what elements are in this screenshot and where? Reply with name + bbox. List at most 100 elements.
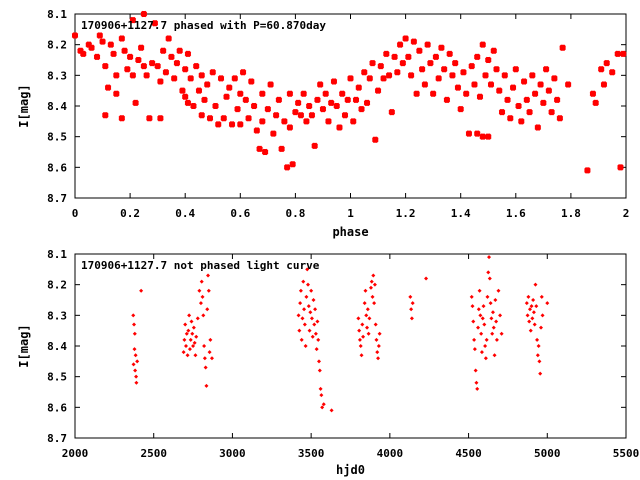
- x-tick-label: 5500: [613, 447, 640, 460]
- data-point: [402, 35, 409, 42]
- data-point: [538, 371, 543, 376]
- data-point: [494, 319, 499, 324]
- data-point: [168, 53, 175, 61]
- data-point: [181, 93, 189, 101]
- data-point: [173, 59, 181, 67]
- data-point: [355, 84, 363, 91]
- data-point: [309, 316, 314, 321]
- data-point: [195, 316, 200, 321]
- data-point: [490, 331, 495, 336]
- data-point: [531, 298, 536, 302]
- data-point: [181, 65, 189, 73]
- data-point: [527, 307, 532, 312]
- data-point: [418, 65, 426, 73]
- data-point: [336, 124, 343, 131]
- data-point: [553, 96, 561, 104]
- data-point: [556, 115, 564, 122]
- data-point: [347, 75, 354, 82]
- data-point: [315, 319, 320, 324]
- data-point: [376, 344, 381, 348]
- y-tick-label: 8.1: [47, 248, 67, 261]
- data-point: [478, 313, 483, 318]
- data-point: [317, 368, 322, 373]
- y-axis-label: I[mag]: [17, 324, 31, 367]
- data-point: [206, 115, 214, 122]
- data-point: [361, 69, 368, 76]
- data-point: [542, 65, 550, 73]
- data-point: [192, 340, 197, 345]
- data-point: [520, 78, 528, 85]
- data-point: [535, 353, 540, 358]
- data-point: [486, 270, 491, 275]
- data-point: [399, 59, 407, 67]
- data-point: [183, 322, 188, 327]
- data-point: [364, 313, 369, 318]
- data-point: [237, 121, 244, 128]
- data-point: [383, 50, 390, 58]
- data-point: [446, 50, 453, 58]
- data-point: [187, 347, 192, 352]
- data-point: [77, 47, 84, 55]
- data-point: [182, 337, 187, 342]
- data-point: [471, 319, 476, 324]
- data-point: [135, 359, 140, 364]
- data-point: [80, 50, 87, 58]
- data-point: [151, 19, 159, 27]
- data-point: [338, 90, 346, 97]
- data-point: [294, 99, 302, 107]
- data-point: [487, 81, 495, 88]
- data-point: [304, 294, 309, 299]
- data-point: [264, 105, 272, 113]
- data-point: [530, 316, 535, 321]
- data-point: [413, 90, 420, 97]
- data-point: [245, 115, 252, 122]
- data-point: [319, 105, 327, 113]
- data-point: [410, 38, 418, 45]
- data-point: [534, 124, 542, 131]
- data-point: [124, 65, 131, 73]
- data-point: [540, 313, 545, 318]
- plot-frame: [74, 13, 627, 199]
- data-point: [518, 118, 525, 125]
- y-tick-label: 8.1: [47, 8, 67, 21]
- data-point: [329, 408, 334, 413]
- data-point: [369, 279, 374, 284]
- data-point: [316, 337, 321, 342]
- data-point: [209, 69, 216, 76]
- data-point: [429, 90, 437, 97]
- data-point: [432, 53, 440, 61]
- y-tick-label: 8.3: [47, 309, 67, 322]
- data-point: [132, 331, 137, 336]
- data-point: [253, 127, 261, 134]
- data-point: [283, 164, 291, 171]
- data-point: [469, 294, 474, 299]
- data-point: [435, 75, 442, 82]
- data-point: [524, 301, 529, 306]
- data-point: [93, 53, 101, 61]
- data-point: [367, 316, 372, 321]
- data-point: [300, 90, 307, 97]
- data-point: [297, 111, 305, 119]
- data-point: [479, 41, 486, 48]
- data-point: [473, 368, 478, 373]
- data-point: [408, 294, 413, 299]
- data-point: [88, 44, 95, 51]
- data-point: [118, 35, 126, 42]
- data-point: [170, 75, 178, 82]
- data-point: [545, 301, 550, 306]
- data-point: [525, 313, 530, 318]
- data-point: [129, 72, 137, 79]
- data-point: [374, 337, 379, 342]
- data-point: [474, 380, 479, 385]
- data-point: [157, 78, 164, 85]
- data-point: [234, 105, 241, 113]
- data-point: [533, 282, 538, 287]
- data-point: [357, 337, 362, 342]
- data-point: [327, 99, 335, 107]
- data-point: [356, 316, 361, 321]
- data-point: [121, 47, 128, 55]
- data-point: [559, 44, 566, 51]
- data-point: [305, 267, 310, 272]
- data-point: [330, 78, 338, 85]
- data-point: [181, 350, 186, 355]
